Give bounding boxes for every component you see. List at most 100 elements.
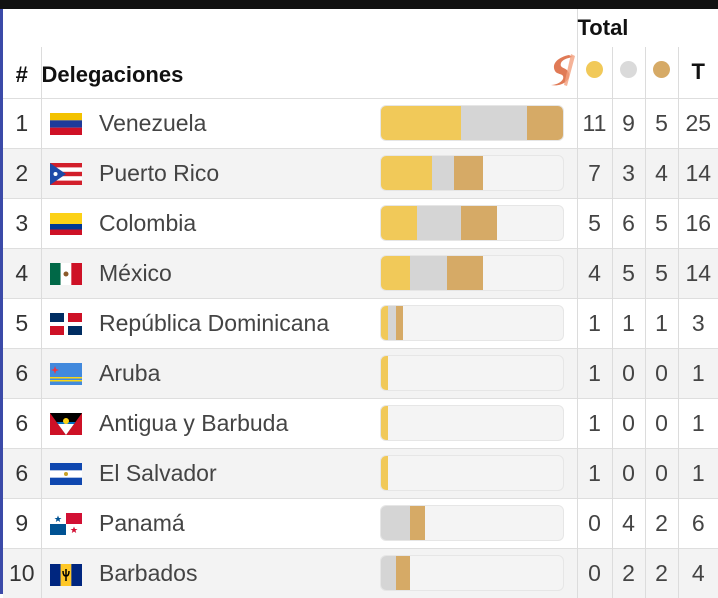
rank-cell: 1 (3, 97, 41, 148)
total-count: 14 (677, 147, 718, 198)
table-row[interactable]: 9 Panamá 0 4 2 6 (3, 497, 718, 548)
total-header: Total (576, 9, 718, 47)
medal-bar (380, 205, 564, 241)
silver-medal-icon (620, 61, 637, 79)
bronze-bar-segment (410, 506, 425, 540)
medal-bar-cell (380, 347, 577, 398)
gold-bar-segment (381, 156, 432, 190)
antigua-barbuda-flag-icon (50, 413, 83, 436)
gold-count: 1 (576, 297, 612, 348)
medal-bar (380, 305, 564, 341)
gold-count: 7 (576, 147, 612, 198)
table-row[interactable]: 5 República Dominicana 1 1 1 3 (3, 297, 718, 348)
venezuela-flag-icon (50, 113, 83, 136)
flag-cell (40, 147, 91, 198)
table-row[interactable]: 6 Antigua y Barbuda 1 0 0 1 (3, 397, 718, 448)
silver-header (611, 47, 645, 98)
silver-count: 0 (611, 347, 645, 398)
colombia-flag-icon (50, 213, 83, 236)
gold-count: 1 (576, 347, 612, 398)
gold-count: 11 (576, 97, 612, 148)
delegations-header: Delegaciones (40, 47, 380, 98)
total-count: 6 (677, 497, 718, 548)
country-name[interactable]: Panamá (91, 497, 380, 548)
table-row[interactable]: 1 Venezuela 11 9 5 25 (3, 97, 718, 148)
silver-count: 0 (611, 447, 645, 498)
table-row[interactable]: 2 Puerto Rico 7 3 4 14 (3, 147, 718, 198)
country-name[interactable]: Colombia (91, 197, 380, 248)
rank-cell: 5 (3, 297, 41, 348)
silver-bar-segment (388, 306, 396, 340)
bronze-count: 5 (644, 97, 678, 148)
country-name[interactable]: Venezuela (91, 97, 380, 148)
bronze-bar-segment (395, 306, 403, 340)
dominican-republic-flag-icon (50, 313, 83, 336)
mexico-flag-icon (50, 263, 83, 286)
medal-bar (380, 355, 564, 391)
medal-bar (380, 555, 564, 592)
bronze-count: 2 (644, 497, 678, 548)
silver-count: 9 (611, 97, 645, 148)
country-name[interactable]: Puerto Rico (91, 147, 380, 198)
flag-cell (40, 547, 91, 598)
barbados-flag-icon (50, 563, 83, 586)
medal-bar-cell (380, 97, 577, 148)
bronze-bar-segment (395, 556, 411, 591)
flag-cell (40, 297, 91, 348)
silver-bar-segment (381, 556, 396, 591)
gold-bar-segment (381, 356, 389, 390)
country-name[interactable]: Antigua y Barbuda (91, 397, 380, 448)
flag-cell (40, 347, 91, 398)
gold-bar-segment (381, 406, 389, 440)
flag-cell (40, 97, 91, 148)
top-border (0, 0, 718, 9)
gold-bar-segment (381, 306, 389, 340)
medal-table: Total # Delegaciones T 1 Venezuela 11 9 5 25 2… (3, 9, 718, 598)
silver-count: 3 (611, 147, 645, 198)
bronze-count: 2 (644, 547, 678, 598)
el-salvador-flag-icon (50, 463, 83, 486)
bronze-bar-segment (526, 106, 563, 140)
gold-count: 1 (576, 397, 612, 448)
bronze-count: 0 (644, 397, 678, 448)
country-name[interactable]: Barbados (91, 547, 380, 598)
total-column-header: T (677, 47, 718, 98)
country-name[interactable]: Aruba (91, 347, 380, 398)
silver-count: 6 (611, 197, 645, 248)
gold-bar-segment (381, 206, 418, 240)
total-count: 16 (677, 197, 718, 248)
aruba-flag-icon (50, 363, 83, 386)
puerto-rico-flag-icon (50, 163, 83, 186)
country-name[interactable]: República Dominicana (91, 297, 380, 348)
rank-cell: 6 (3, 347, 41, 398)
gold-header (576, 47, 612, 98)
table-row[interactable]: 6 Aruba 1 0 0 1 (3, 347, 718, 398)
rank-cell: 2 (3, 147, 41, 198)
silver-count: 0 (611, 397, 645, 448)
table-row[interactable]: 6 El Salvador 1 0 0 1 (3, 447, 718, 498)
total-count: 25 (677, 97, 718, 148)
table-row[interactable]: 4 México 4 5 5 14 (3, 247, 718, 298)
medal-bar-cell (380, 147, 577, 198)
silver-bar-segment (381, 506, 411, 540)
flag-cell (40, 497, 91, 548)
bronze-count: 5 (644, 247, 678, 298)
total-count: 4 (677, 547, 718, 598)
bronze-bar-segment (453, 156, 483, 190)
silver-bar-segment (417, 206, 462, 240)
table-row[interactable]: 10 Barbados 0 2 2 4 (3, 547, 718, 598)
silver-count: 5 (611, 247, 645, 298)
table-row[interactable]: 3 Colombia 5 6 5 16 (3, 197, 718, 248)
country-name[interactable]: El Salvador (91, 447, 380, 498)
flag-cell (40, 397, 91, 448)
gold-count: 4 (576, 247, 612, 298)
bronze-count: 0 (644, 347, 678, 398)
medal-bar (380, 155, 564, 191)
rank-cell: 3 (3, 197, 41, 248)
medal-bar-cell (380, 447, 577, 498)
medal-bar (380, 105, 564, 141)
silver-count: 1 (611, 297, 645, 348)
flag-cell (40, 197, 91, 248)
bronze-medal-icon (653, 61, 670, 79)
country-name[interactable]: México (91, 247, 380, 298)
